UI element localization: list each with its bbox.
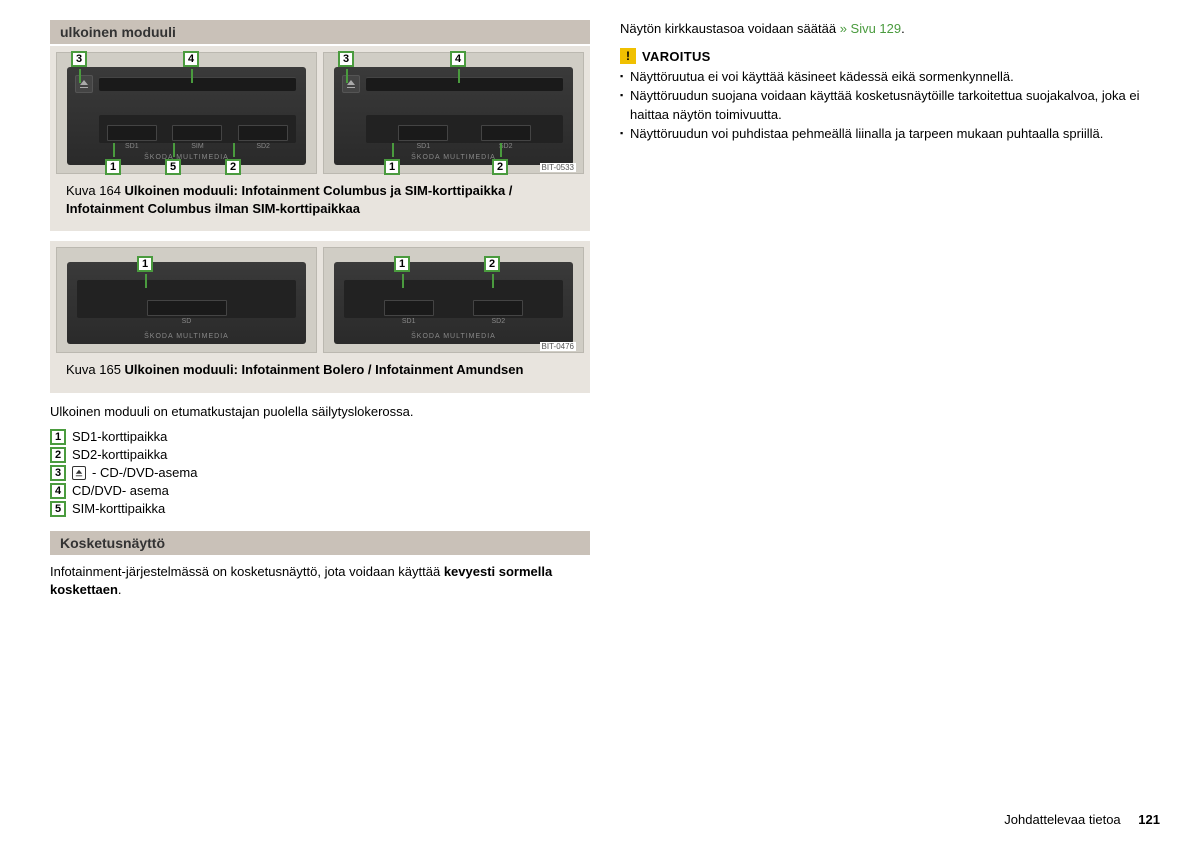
callout-1: 1 xyxy=(394,256,410,272)
page-link[interactable]: » Sivu 129 xyxy=(840,21,901,36)
legend-text: SD2-korttipaikka xyxy=(72,447,167,462)
sim-slot: SIM xyxy=(172,125,222,141)
callout-3: 3 xyxy=(71,51,87,67)
eject-icon xyxy=(72,466,86,480)
callout-1: 1 xyxy=(137,256,153,272)
warning-title: VAROITUS xyxy=(642,49,711,64)
eject-icon xyxy=(75,75,93,93)
sd2-slot: SD2 xyxy=(238,125,288,141)
touch-text-post: . xyxy=(118,582,122,597)
callout-2: 2 xyxy=(225,159,241,175)
callout-3: 3 xyxy=(338,51,354,67)
legend-num: 2 xyxy=(50,447,66,463)
legend-text: SIM-korttipaikka xyxy=(72,501,165,516)
section-header-touch: Kosketusnäyttö xyxy=(50,531,590,555)
figure-164: 3 4 SD1 SIM SD2 ŠKODA M xyxy=(50,46,590,231)
brightness-post: . xyxy=(901,21,905,36)
device-panel-amundsen: SD1 SD2 ŠKODA MULTIMEDIA 1 2 xyxy=(323,247,584,353)
callout-5: 5 xyxy=(165,159,181,175)
legend-item-2: 2 SD2-korttipaikka xyxy=(50,447,590,463)
device-panel-columbus-nosim: 3 4 SD1 SD2 ŠKODA MULTIMEDIA xyxy=(323,52,584,174)
callout-1: 1 xyxy=(105,159,121,175)
caption-bold: Ulkoinen moduuli: Infotainment Bolero / … xyxy=(125,362,524,377)
sd1-slot: SD1 xyxy=(398,125,448,141)
right-column: Näytön kirkkaustasoa voidaan säätää » Si… xyxy=(620,20,1160,607)
sd2-slot: SD2 xyxy=(481,125,531,141)
caption-prefix: Kuva 164 xyxy=(66,183,125,198)
brand-label: ŠKODA MULTIMEDIA xyxy=(67,333,306,340)
bit-code: BIT-0533 xyxy=(540,163,576,172)
legend-text: - CD-/DVD-asema xyxy=(92,465,197,480)
legend-item-1: 1 SD1-korttipaikka xyxy=(50,429,590,445)
legend-num: 4 xyxy=(50,483,66,499)
touch-text-pre: Infotainment-järjestelmässä on kosketusn… xyxy=(50,564,444,579)
sd1-slot: SD1 xyxy=(384,300,434,316)
cd-slot xyxy=(366,77,563,91)
device-panel-columbus-sim: 3 4 SD1 SIM SD2 ŠKODA M xyxy=(56,52,317,174)
brightness-pre: Näytön kirkkaustasoa voidaan säätää xyxy=(620,21,840,36)
brand-label: ŠKODA MULTIMEDIA xyxy=(334,154,573,161)
device-panel-bolero: SD ŠKODA MULTIMEDIA 1 xyxy=(56,247,317,353)
sd2-slot: SD2 xyxy=(473,300,523,316)
brightness-text: Näytön kirkkaustasoa voidaan säätää » Si… xyxy=(620,20,1160,38)
sd-slot: SD xyxy=(147,300,227,316)
page-number: 121 xyxy=(1138,812,1160,827)
figure-165-caption: Kuva 165 Ulkoinen moduuli: Infotainment … xyxy=(56,353,584,387)
brand-label: ŠKODA MULTIMEDIA xyxy=(67,154,306,161)
page-footer: Johdattelevaa tietoa 121 xyxy=(1004,812,1160,827)
legend-item-4: 4 CD/DVD- asema xyxy=(50,483,590,499)
bit-code: BIT-0476 xyxy=(540,342,576,351)
warning-icon: ! xyxy=(620,48,636,64)
section-header-module: ulkoinen moduuli xyxy=(50,20,590,44)
callout-2: 2 xyxy=(492,159,508,175)
callout-4: 4 xyxy=(183,51,199,67)
legend-num: 3 xyxy=(50,465,66,481)
left-column: ulkoinen moduuli 3 4 SD1 xyxy=(50,20,590,607)
intro-text: Ulkoinen moduuli on etumatkustajan puole… xyxy=(50,403,590,421)
warning-header: ! VAROITUS xyxy=(620,48,1160,64)
legend-list: 1 SD1-korttipaikka 2 SD2-korttipaikka 3 … xyxy=(50,429,590,517)
callout-2: 2 xyxy=(484,256,500,272)
callout-1: 1 xyxy=(384,159,400,175)
sd1-slot: SD1 xyxy=(107,125,157,141)
figure-164-caption: Kuva 164 Ulkoinen moduuli: Infotainment … xyxy=(56,174,584,225)
legend-text: CD/DVD- asema xyxy=(72,483,169,498)
footer-label: Johdattelevaa tietoa xyxy=(1004,812,1120,827)
legend-text: SD1-korttipaikka xyxy=(72,429,167,444)
warning-bullet: Näyttöruudun voi puhdistaa pehmeällä lii… xyxy=(620,125,1160,143)
eject-icon xyxy=(342,75,360,93)
legend-item-5: 5 SIM-korttipaikka xyxy=(50,501,590,517)
caption-bold: Ulkoinen moduuli: Infotainment Columbus … xyxy=(66,183,512,216)
legend-item-3: 3 - CD-/DVD-asema xyxy=(50,465,590,481)
figure-165: SD ŠKODA MULTIMEDIA 1 SD1 SD2 ŠKODA MULT… xyxy=(50,241,590,393)
legend-num: 1 xyxy=(50,429,66,445)
warning-bullets: Näyttöruutua ei voi käyttää käsineet käd… xyxy=(620,68,1160,143)
warning-bullet: Näyttöruutua ei voi käyttää käsineet käd… xyxy=(620,68,1160,86)
caption-prefix: Kuva 165 xyxy=(66,362,125,377)
warning-bullet: Näyttöruudun suojana voidaan käyttää kos… xyxy=(620,87,1160,123)
legend-num: 5 xyxy=(50,501,66,517)
callout-4: 4 xyxy=(450,51,466,67)
brand-label: ŠKODA MULTIMEDIA xyxy=(334,333,573,340)
cd-slot xyxy=(99,77,296,91)
touch-text: Infotainment-järjestelmässä on kosketusn… xyxy=(50,563,590,599)
